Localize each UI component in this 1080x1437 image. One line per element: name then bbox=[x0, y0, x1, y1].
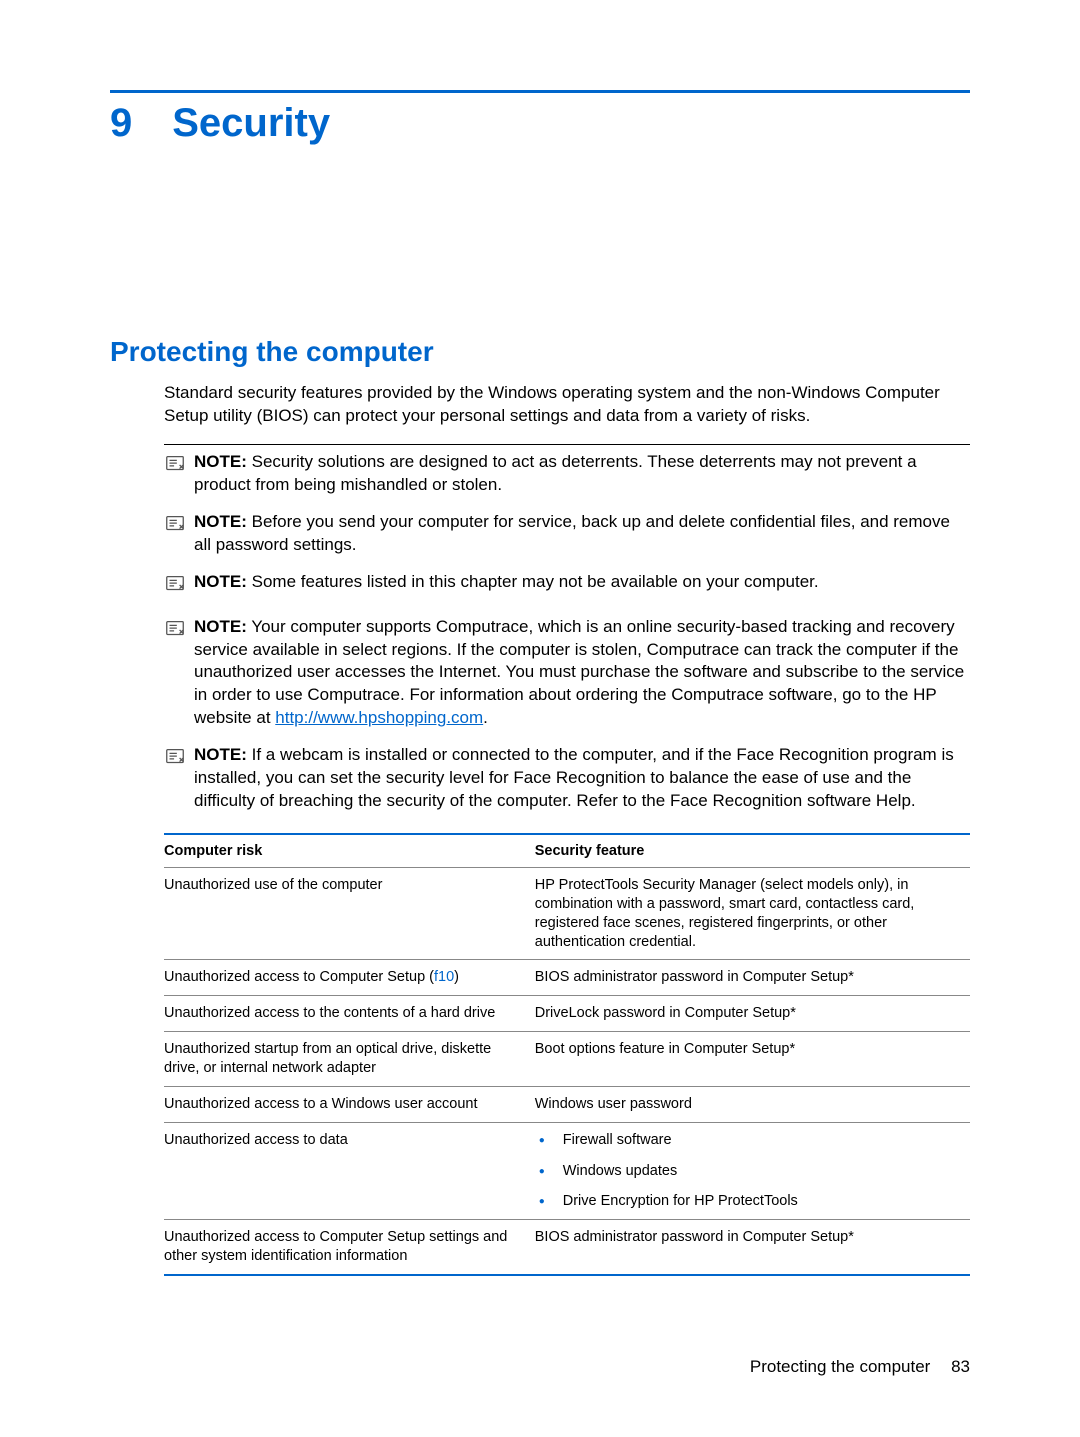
note-separator bbox=[164, 444, 970, 445]
note-label: NOTE: bbox=[194, 452, 247, 471]
cell-feature: Windows user password bbox=[535, 1086, 970, 1122]
cell-risk: Unauthorized access to Computer Setup (f… bbox=[164, 960, 535, 996]
page-number: 83 bbox=[951, 1357, 970, 1376]
table-row: Unauthorized startup from an optical dri… bbox=[164, 1032, 970, 1087]
section-body: Standard security features provided by t… bbox=[164, 382, 970, 1276]
note-5: NOTE: If a webcam is installed or connec… bbox=[164, 744, 970, 813]
note-text: Before you send your computer for servic… bbox=[194, 512, 950, 554]
hpshopping-link[interactable]: http://www.hpshopping.com bbox=[275, 708, 483, 727]
note-label: NOTE: bbox=[194, 617, 247, 636]
intro-paragraph: Standard security features provided by t… bbox=[164, 382, 970, 428]
cell-feature: Boot options feature in Computer Setup* bbox=[535, 1032, 970, 1087]
table-row: Unauthorized access to data Firewall sof… bbox=[164, 1122, 970, 1220]
cell-risk: Unauthorized startup from an optical dri… bbox=[164, 1032, 535, 1087]
cell-risk: Unauthorized access to Computer Setup se… bbox=[164, 1220, 535, 1275]
cell-feature: Firewall software Windows updates Drive … bbox=[535, 1122, 970, 1220]
chapter-number: 9 bbox=[110, 101, 132, 146]
note-label: NOTE: bbox=[194, 572, 247, 591]
document-page: 9 Security Protecting the computer Stand… bbox=[0, 0, 1080, 1437]
col-header-feature: Security feature bbox=[535, 834, 970, 868]
table-row: Unauthorized access to a Windows user ac… bbox=[164, 1086, 970, 1122]
note-4: NOTE: Your computer supports Computrace,… bbox=[164, 616, 970, 731]
note-text: Security solutions are designed to act a… bbox=[194, 452, 917, 494]
note-text: If a webcam is installed or connected to… bbox=[194, 745, 954, 810]
feature-list-item: Firewall software bbox=[535, 1131, 964, 1150]
note-label: NOTE: bbox=[194, 512, 247, 531]
note-text: Some features listed in this chapter may… bbox=[252, 572, 819, 591]
note-icon bbox=[164, 744, 186, 813]
feature-list-item: Drive Encryption for HP ProtectTools bbox=[535, 1192, 964, 1211]
cell-feature: BIOS administrator password in Computer … bbox=[535, 960, 970, 996]
cell-risk: Unauthorized access to a Windows user ac… bbox=[164, 1086, 535, 1122]
cell-feature: DriveLock password in Computer Setup* bbox=[535, 996, 970, 1032]
chapter-heading: 9 Security bbox=[110, 101, 970, 146]
note-icon bbox=[164, 451, 186, 497]
table-header-row: Computer risk Security feature bbox=[164, 834, 970, 868]
chapter-top-rule bbox=[110, 90, 970, 93]
chapter-title: Security bbox=[172, 101, 330, 146]
cell-risk: Unauthorized access to the contents of a… bbox=[164, 996, 535, 1032]
note-text-after: . bbox=[483, 708, 488, 727]
cell-risk-text: Unauthorized access to Computer Setup ( bbox=[164, 969, 434, 985]
cell-risk: Unauthorized use of the computer bbox=[164, 868, 535, 960]
table-row: Unauthorized access to Computer Setup se… bbox=[164, 1220, 970, 1275]
table-row: Unauthorized access to Computer Setup (f… bbox=[164, 960, 970, 996]
note-1: NOTE: Security solutions are designed to… bbox=[164, 451, 970, 497]
table-row: Unauthorized access to the contents of a… bbox=[164, 996, 970, 1032]
col-header-risk: Computer risk bbox=[164, 834, 535, 868]
footer-section-title: Protecting the computer bbox=[750, 1357, 930, 1376]
note-label: NOTE: bbox=[194, 745, 247, 764]
cell-feature: BIOS administrator password in Computer … bbox=[535, 1220, 970, 1275]
feature-list: Firewall software Windows updates Drive … bbox=[535, 1131, 964, 1212]
f10-key: f10 bbox=[434, 969, 454, 985]
note-icon bbox=[164, 571, 186, 602]
note-icon bbox=[164, 616, 186, 731]
note-icon bbox=[164, 511, 186, 557]
note-3: NOTE: Some features listed in this chapt… bbox=[164, 571, 970, 602]
section-title: Protecting the computer bbox=[110, 336, 970, 368]
security-table: Computer risk Security feature Unauthori… bbox=[164, 833, 970, 1276]
cell-feature: HP ProtectTools Security Manager (select… bbox=[535, 868, 970, 960]
cell-risk-text: ) bbox=[454, 969, 459, 985]
cell-risk: Unauthorized access to data bbox=[164, 1122, 535, 1220]
table-row: Unauthorized use of the computer HP Prot… bbox=[164, 868, 970, 960]
feature-list-item: Windows updates bbox=[535, 1162, 964, 1181]
note-2: NOTE: Before you send your computer for … bbox=[164, 511, 970, 557]
page-footer: Protecting the computer 83 bbox=[750, 1357, 970, 1377]
